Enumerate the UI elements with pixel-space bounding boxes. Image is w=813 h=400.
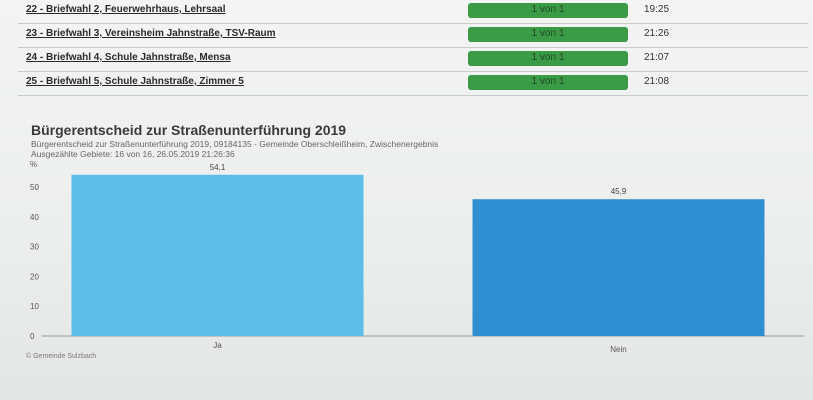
- row-link[interactable]: 25 - Briefwahl 5, Schule Jahnstraße, Zim…: [26, 76, 244, 87]
- results-table: 22 - Briefwahl 2, Feuerwehrhaus, Lehrsaa…: [18, 0, 808, 96]
- progress-fill: [468, 75, 628, 90]
- row-time: 21:07: [644, 52, 670, 63]
- row-time: 19:25: [644, 4, 670, 15]
- bar-chart: 0 10 20 30 40 50% 54,1 Ja 45,9 Nein: [30, 160, 804, 354]
- data-label: 54,1: [210, 163, 226, 172]
- bar-nein: [472, 199, 765, 336]
- bar-ja: [71, 174, 364, 336]
- progress-text: 1 von 1: [531, 4, 565, 15]
- y-tick-label: 30: [30, 243, 39, 252]
- progress-bar: 1 von 1: [468, 75, 628, 90]
- progress-text: 1 von 1: [531, 76, 565, 87]
- data-label: 45,9: [611, 187, 627, 196]
- table-row: 24 - Briefwahl 4, Schule Jahnstraße, Men…: [18, 48, 808, 72]
- y-tick-label: 10: [30, 302, 39, 311]
- y-tick-label: 20: [30, 272, 39, 281]
- table-row: 23 - Briefwahl 3, Vereinsheim Jahnstraße…: [18, 24, 808, 48]
- credit-text: © Gemeinde Sulzbach: [26, 353, 97, 360]
- row-link[interactable]: 23 - Briefwahl 3, Vereinsheim Jahnstraße…: [26, 28, 276, 39]
- progress-bar: 1 von 1: [468, 27, 628, 42]
- chart-subtitle: Bürgerentscheid zur Straßenunterführung …: [31, 139, 439, 149]
- y-tick-label: 50: [30, 183, 39, 192]
- progress-bar: 1 von 1: [468, 3, 628, 18]
- y-axis-label: %: [30, 160, 37, 169]
- chart-status: Ausgezählte Gebiete: 16 von 16, 26.05.20…: [31, 149, 235, 159]
- progress-bar: 1 von 1: [468, 51, 628, 66]
- progress-text: 1 von 1: [531, 52, 565, 63]
- chart-panel: 0 10 20 30 40 50% 54,1 Ja 45,9 Nein Bürgerentsche…: [14, 112, 813, 400]
- row-time: 21:26: [644, 28, 670, 39]
- row-link[interactable]: 24 - Briefwahl 4, Schule Jahnstraße, Men…: [26, 52, 231, 63]
- x-tick-label: Nein: [610, 345, 626, 354]
- progress-fill: [468, 27, 628, 42]
- progress-fill: [468, 3, 628, 18]
- y-tick-label: 0: [30, 332, 35, 341]
- table-row: 25 - Briefwahl 5, Schule Jahnstraße, Zim…: [18, 72, 808, 96]
- y-tick-label: 40: [30, 213, 39, 222]
- table-row: 22 - Briefwahl 2, Feuerwehrhaus, Lehrsaa…: [18, 0, 808, 24]
- row-time: 21:08: [644, 76, 670, 87]
- chart-title: Bürgerentscheid zur Straßenunterführung …: [31, 122, 347, 138]
- row-link[interactable]: 22 - Briefwahl 2, Feuerwehrhaus, Lehrsaa…: [26, 4, 226, 15]
- x-tick-label: Ja: [213, 341, 222, 350]
- progress-text: 1 von 1: [531, 28, 565, 39]
- progress-fill: [468, 51, 628, 66]
